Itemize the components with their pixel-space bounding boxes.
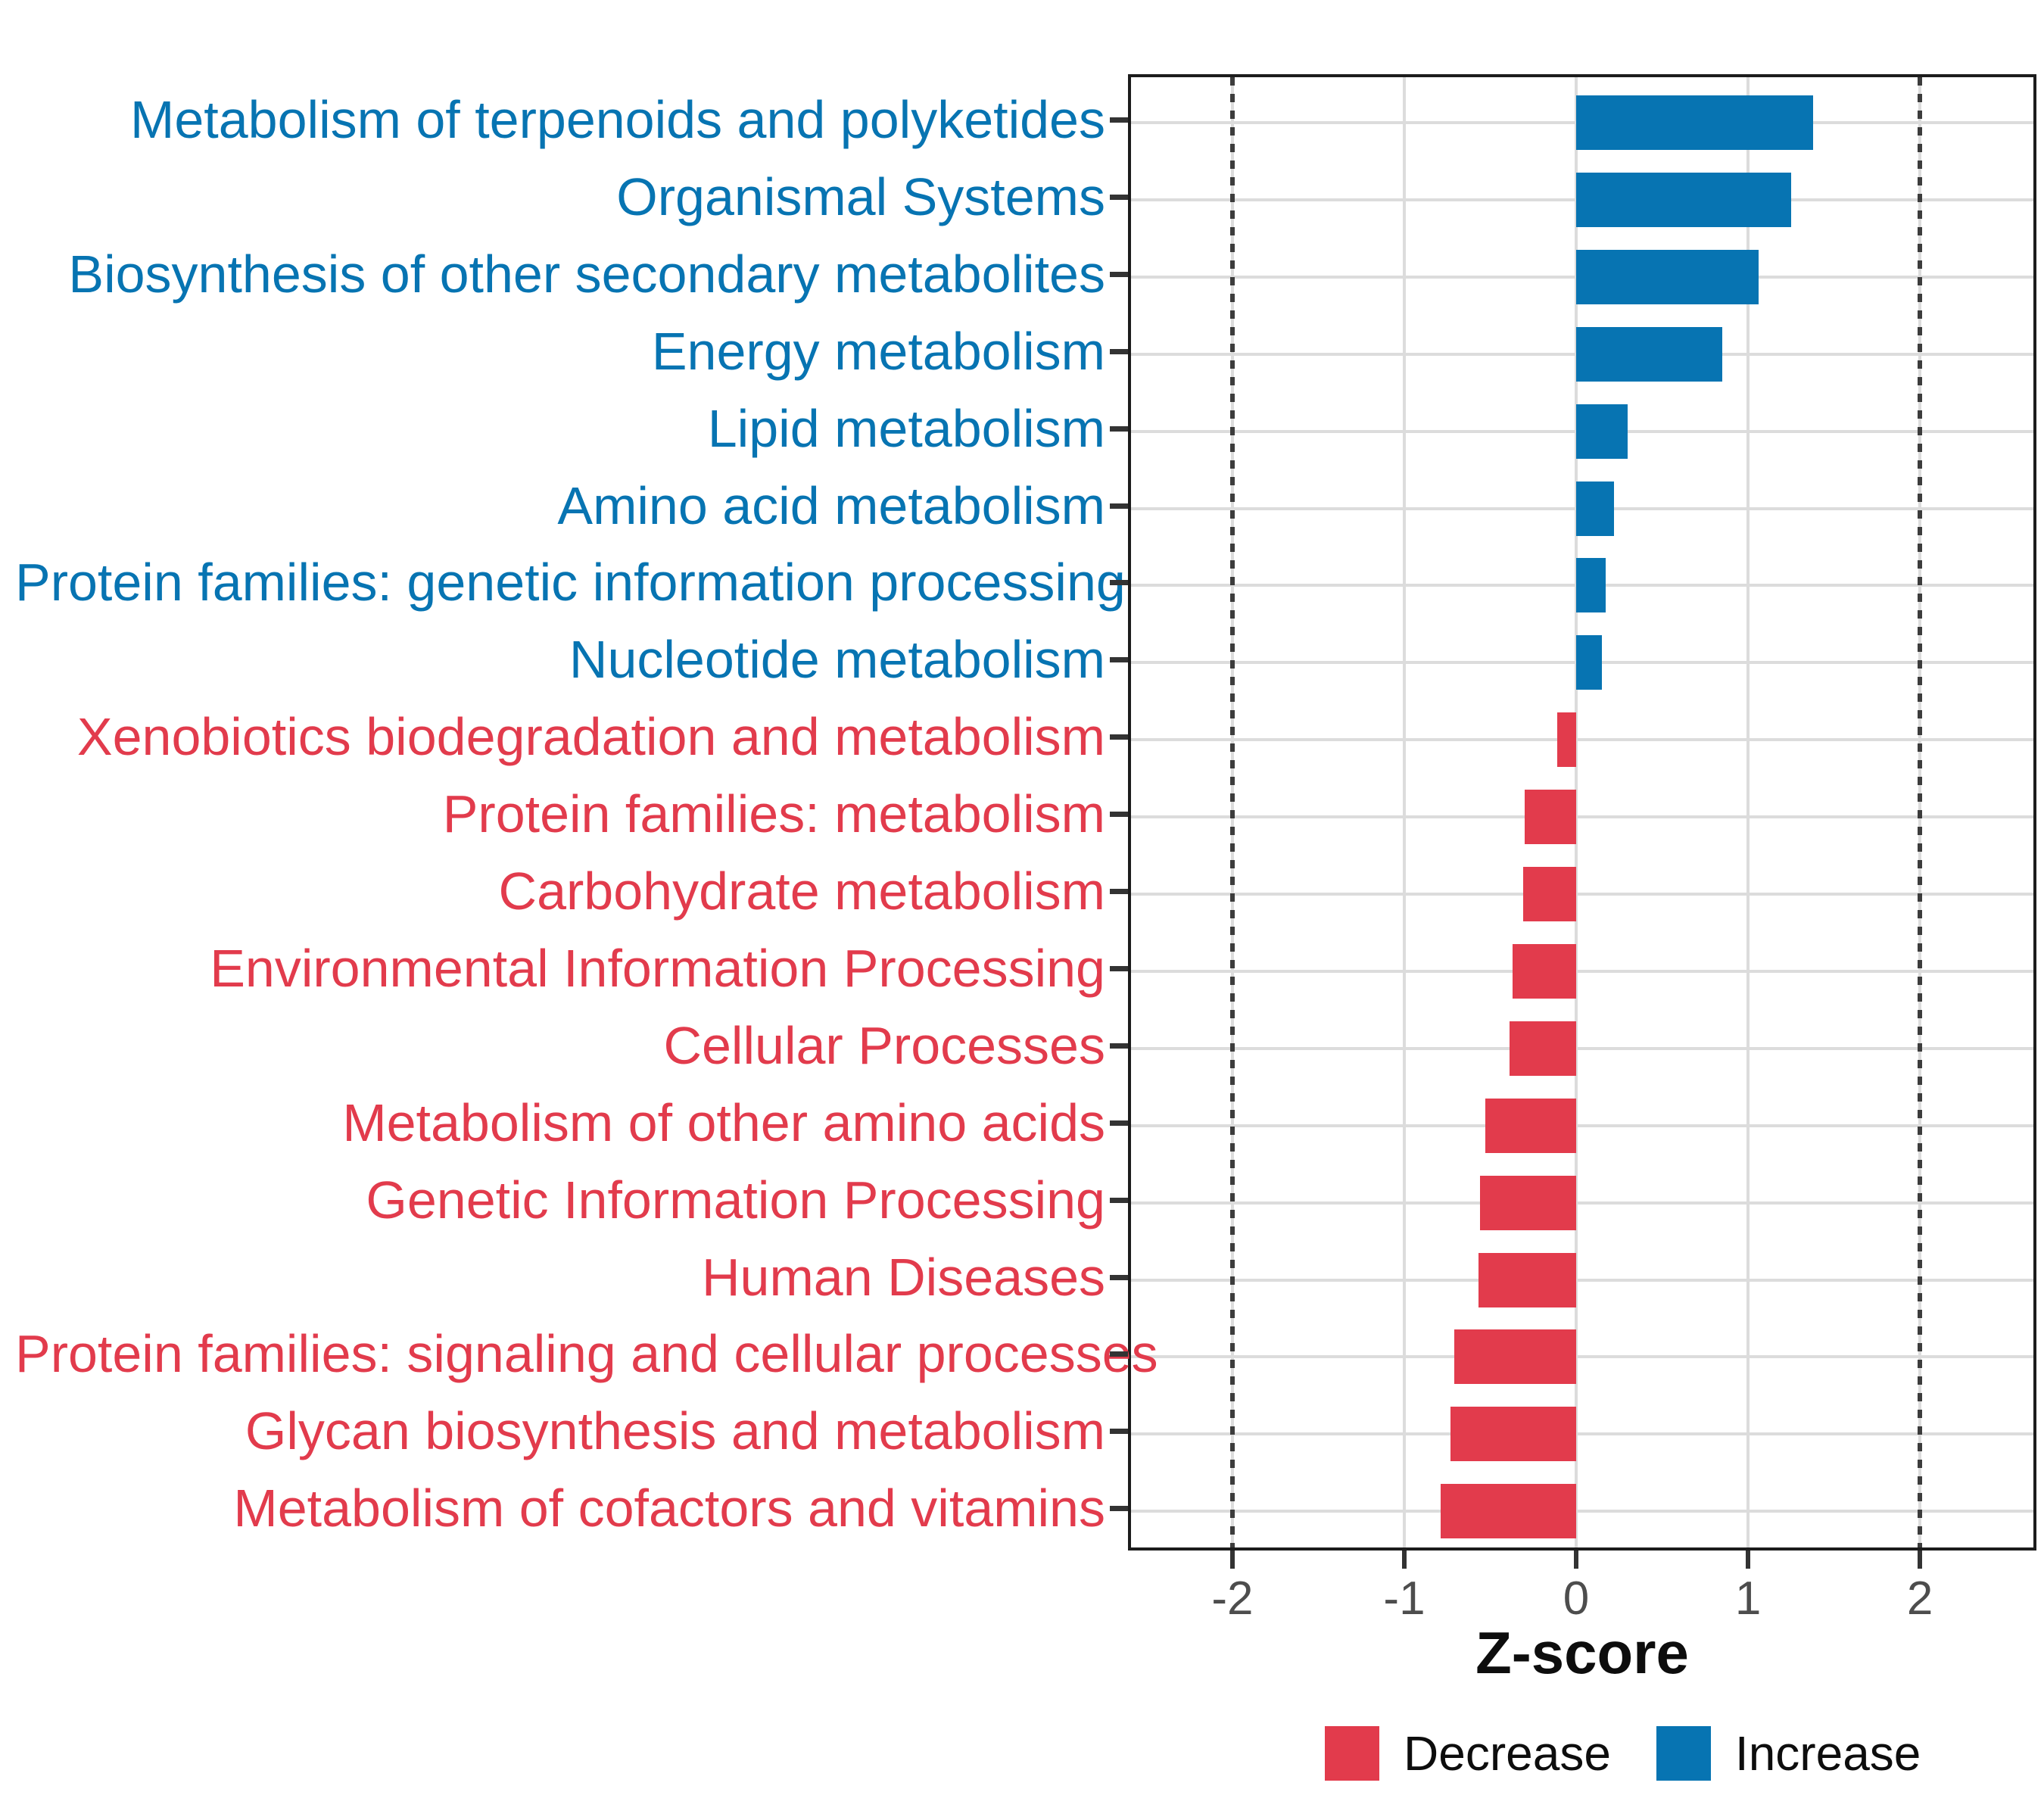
gridline-x-1 xyxy=(1746,77,1750,1547)
category-label: Cellular Processes xyxy=(663,1015,1105,1075)
category-label: Protein families: signaling and cellular… xyxy=(15,1324,1158,1384)
category-label: Genetic Information Processing xyxy=(366,1170,1105,1230)
y-tick-mark xyxy=(1110,1120,1128,1126)
bar-decrease xyxy=(1478,1252,1577,1307)
legend-label-increase: Increase xyxy=(1734,1726,1921,1781)
bar-increase xyxy=(1576,558,1606,613)
y-tick-mark xyxy=(1110,425,1128,432)
category-label: Protein families: metabolism xyxy=(442,784,1105,844)
gridline-row xyxy=(1131,815,2033,819)
gridline-row xyxy=(1131,1201,2033,1205)
category-label: Metabolism of other amino acids xyxy=(342,1092,1105,1152)
category-label: Xenobiotics biodegradation and metabolis… xyxy=(76,707,1105,767)
legend-swatch-decrease xyxy=(1325,1726,1379,1781)
gridline-row xyxy=(1131,738,2033,742)
y-tick-mark xyxy=(1110,580,1128,586)
bar-increase xyxy=(1576,95,1814,150)
reference-line-x-2 xyxy=(1918,77,1923,1547)
legend-swatch-increase xyxy=(1656,1726,1711,1781)
bar-decrease xyxy=(1557,712,1577,768)
plot-panel xyxy=(1128,74,2036,1551)
category-label: Environmental Information Processing xyxy=(210,938,1105,998)
category-label: Biosynthesis of other secondary metaboli… xyxy=(68,244,1105,304)
y-tick-mark xyxy=(1110,1351,1128,1357)
y-tick-mark xyxy=(1110,889,1128,894)
category-label: Protein families: genetic information pr… xyxy=(15,553,1126,612)
x-tick-label: -2 xyxy=(1211,1572,1254,1625)
y-tick-mark xyxy=(1110,503,1128,509)
x-tick-mark xyxy=(1746,1551,1751,1569)
y-tick-mark xyxy=(1110,1043,1128,1049)
y-tick-mark xyxy=(1110,1197,1128,1203)
bar-decrease xyxy=(1509,1021,1577,1076)
category-label: Glycan biosynthesis and metabolism xyxy=(245,1401,1105,1461)
gridline-row xyxy=(1131,1278,2033,1282)
x-tick-mark xyxy=(1229,1551,1235,1569)
gridline-row xyxy=(1131,893,2033,896)
y-tick-mark xyxy=(1110,965,1128,971)
gridline-row xyxy=(1131,969,2033,973)
bar-decrease xyxy=(1513,943,1577,999)
category-label: Lipid metabolism xyxy=(707,398,1105,458)
gridline-row xyxy=(1131,1355,2033,1359)
bar-increase xyxy=(1576,249,1759,304)
category-label: Metabolism of terpenoids and polyketides xyxy=(130,90,1105,149)
legend: Decrease Increase xyxy=(1325,1726,1921,1781)
category-label: Nucleotide metabolism xyxy=(569,630,1105,690)
category-label: Energy metabolism xyxy=(651,321,1105,381)
gridline-x-0 xyxy=(1575,77,1578,1547)
x-tick-label: 0 xyxy=(1563,1572,1590,1625)
category-label: Carbohydrate metabolism xyxy=(498,862,1105,921)
y-tick-mark xyxy=(1110,1506,1128,1512)
x-tick-label: 1 xyxy=(1734,1572,1762,1625)
bar-decrease xyxy=(1454,1329,1577,1385)
category-label: Amino acid metabolism xyxy=(557,475,1105,535)
bar-decrease xyxy=(1440,1484,1577,1539)
bar-increase xyxy=(1576,404,1628,459)
bar-increase xyxy=(1576,172,1791,227)
reference-line-x--2 xyxy=(1229,77,1235,1547)
gridline-x--1 xyxy=(1403,77,1406,1547)
bar-decrease xyxy=(1479,1175,1577,1230)
category-label: Metabolism of cofactors and vitamins xyxy=(233,1479,1105,1538)
bar-increase xyxy=(1576,326,1723,382)
y-tick-mark xyxy=(1110,1274,1128,1280)
x-tick-mark xyxy=(1402,1551,1407,1569)
category-label: Organismal Systems xyxy=(616,167,1105,226)
bar-increase xyxy=(1576,481,1614,536)
x-tick-mark xyxy=(1918,1551,1923,1569)
x-tick-label: -1 xyxy=(1383,1572,1426,1625)
y-tick-mark xyxy=(1110,1429,1128,1435)
bar-decrease xyxy=(1450,1407,1577,1462)
x-axis-title: Z-score xyxy=(1475,1619,1689,1686)
y-tick-mark xyxy=(1110,657,1128,663)
bar-decrease xyxy=(1485,1098,1577,1153)
y-tick-mark xyxy=(1110,194,1128,200)
y-tick-mark xyxy=(1110,348,1128,354)
x-tick-label: 2 xyxy=(1906,1572,1933,1625)
gridline-row xyxy=(1131,1124,2033,1127)
y-tick-mark xyxy=(1110,812,1128,818)
category-label: Human Diseases xyxy=(702,1247,1105,1307)
y-tick-mark xyxy=(1110,271,1128,277)
y-tick-mark xyxy=(1110,117,1128,123)
gridline-row xyxy=(1131,1510,2033,1513)
bar-decrease xyxy=(1522,867,1577,921)
gridline-row xyxy=(1131,1432,2033,1436)
x-tick-mark xyxy=(1574,1551,1579,1569)
gridline-row xyxy=(1131,1046,2033,1050)
bar-decrease xyxy=(1524,790,1577,845)
legend-label-decrease: Decrease xyxy=(1404,1726,1611,1781)
y-tick-mark xyxy=(1110,734,1128,740)
bar-increase xyxy=(1576,635,1603,690)
